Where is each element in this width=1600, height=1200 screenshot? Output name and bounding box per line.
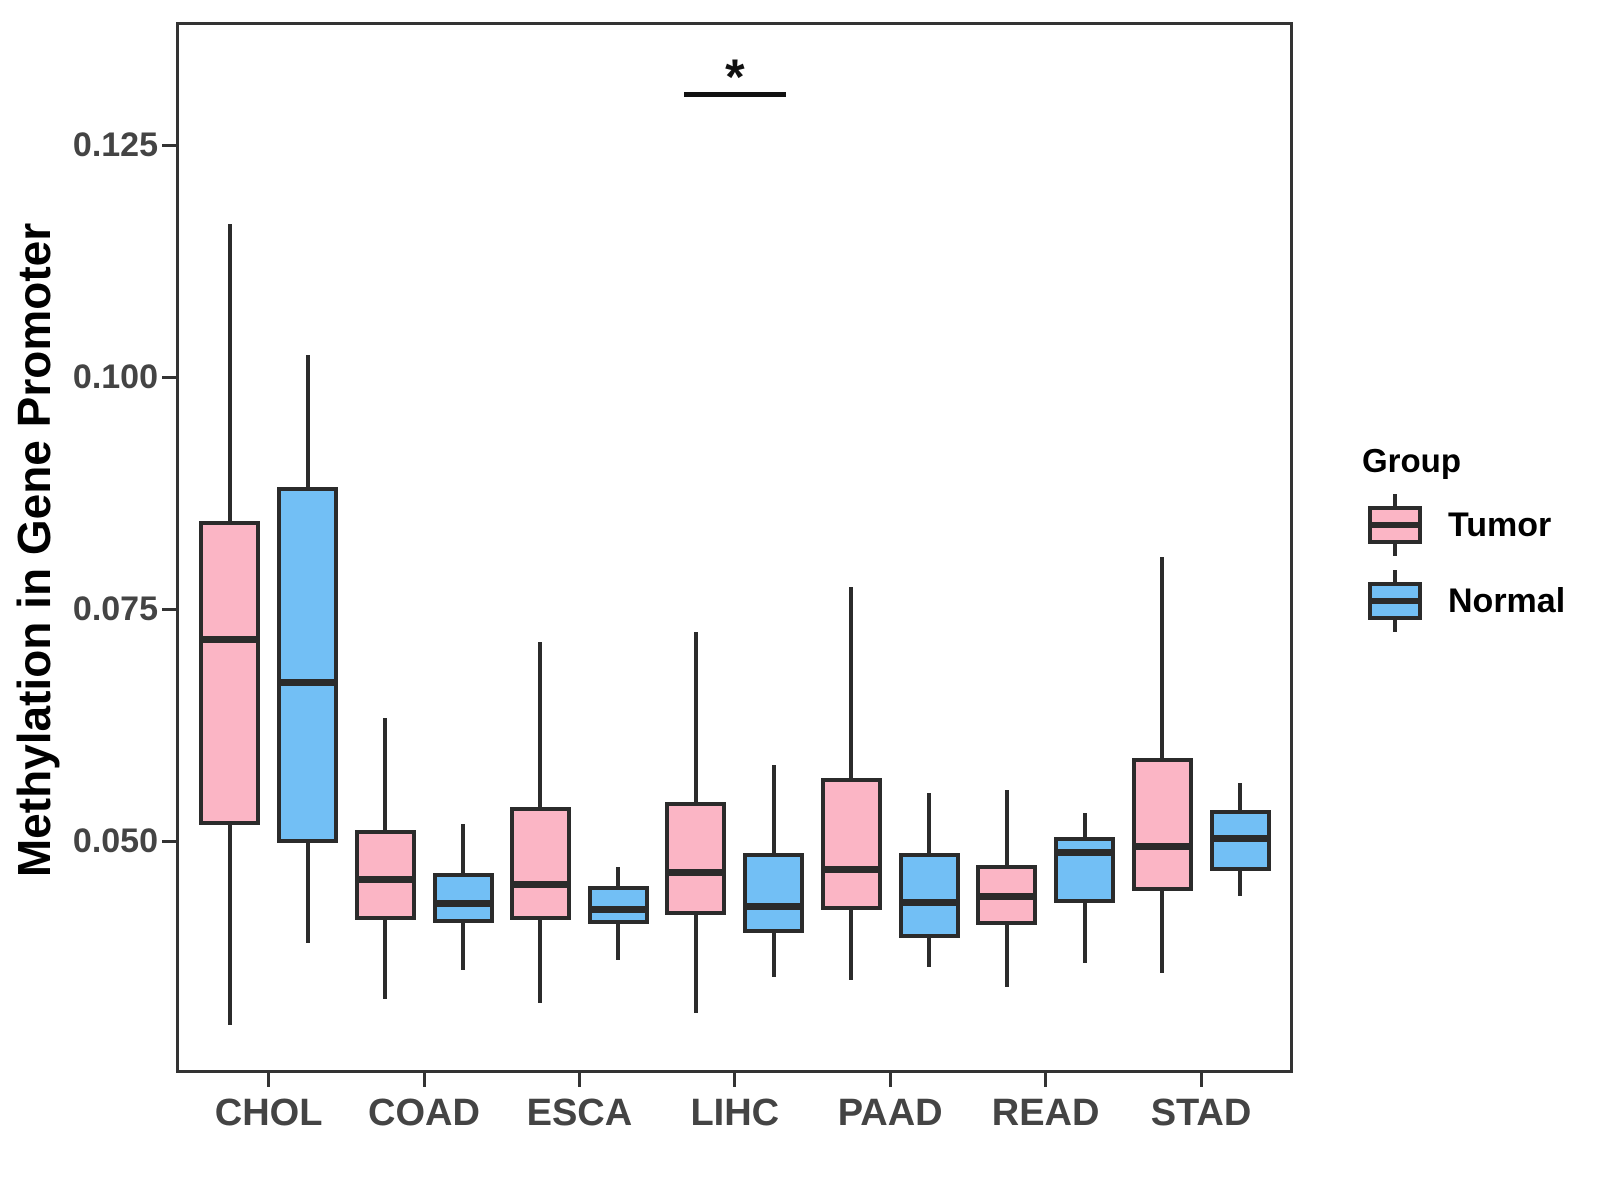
median-tumor-read	[976, 893, 1038, 901]
x-tick-mark	[577, 1073, 581, 1087]
y-tick-label: 0.100	[72, 358, 158, 396]
y-tick-label: 0.125	[72, 126, 158, 164]
x-tick-mark	[1044, 1073, 1048, 1087]
y-tick-mark	[162, 375, 176, 379]
significance-star: *	[725, 49, 745, 106]
box-normal-esca	[587, 886, 649, 924]
box-tumor-esca	[509, 806, 571, 920]
median-normal-lihc	[743, 903, 805, 911]
legend-item-normal: Normal	[1368, 570, 1595, 632]
median-tumor-chol	[199, 636, 261, 644]
median-normal-esca	[587, 906, 649, 914]
box-normal-coad	[432, 872, 494, 923]
box-normal-read	[1054, 837, 1116, 904]
y-tick-mark	[162, 143, 176, 147]
box-tumor-coad	[354, 829, 416, 920]
x-tick-label-esca: ESCA	[526, 1092, 633, 1134]
legend-title: Group	[1362, 442, 1461, 479]
key-median	[1372, 522, 1418, 528]
box-normal-chol	[277, 487, 339, 843]
box-tumor-chol	[199, 520, 261, 826]
legend: Group Tumor Normal	[1335, 442, 1595, 632]
y-tick-label: 0.075	[72, 590, 158, 628]
box-normal-lihc	[743, 853, 805, 933]
legend-item-tumor: Tumor	[1368, 494, 1595, 556]
box-tumor-paad	[820, 777, 882, 910]
x-tick-label-paad: PAAD	[837, 1092, 943, 1134]
x-tick-label-stad: STAD	[1150, 1092, 1252, 1134]
x-tick-mark	[1199, 1073, 1203, 1087]
x-tick-mark	[888, 1073, 892, 1087]
y-tick-mark	[162, 839, 176, 843]
plot-panel	[176, 22, 1293, 1073]
median-tumor-esca	[509, 881, 571, 889]
median-tumor-stad	[1131, 843, 1193, 851]
key-median	[1372, 598, 1418, 604]
median-tumor-coad	[354, 876, 416, 884]
median-tumor-lihc	[665, 869, 727, 877]
x-tick-mark	[733, 1073, 737, 1087]
median-normal-stad	[1209, 834, 1271, 842]
legend-label-tumor: Tumor	[1448, 506, 1552, 544]
x-tick-label-lihc: LIHC	[690, 1092, 780, 1134]
y-axis-title: Methylation in Gene Promoter	[8, 222, 60, 878]
median-normal-coad	[432, 899, 494, 907]
y-tick-label: 0.050	[72, 822, 158, 860]
box-tumor-stad	[1131, 758, 1193, 892]
median-normal-read	[1054, 848, 1116, 856]
boxplot-key-normal-icon	[1368, 570, 1422, 632]
median-normal-chol	[277, 678, 339, 686]
y-tick-mark	[162, 607, 176, 611]
box-tumor-lihc	[665, 802, 727, 916]
box-normal-paad	[898, 853, 960, 938]
x-tick-mark	[267, 1073, 271, 1087]
significance-bar	[683, 92, 786, 98]
x-tick-label-coad: COAD	[368, 1092, 480, 1134]
median-normal-paad	[898, 898, 960, 906]
legend-label-normal: Normal	[1448, 582, 1566, 620]
x-tick-mark	[422, 1073, 426, 1087]
boxplot-key-tumor-icon	[1368, 494, 1422, 556]
x-tick-label-chol: CHOL	[214, 1092, 323, 1134]
median-tumor-paad	[820, 866, 882, 874]
x-tick-label-read: READ	[991, 1092, 1100, 1134]
